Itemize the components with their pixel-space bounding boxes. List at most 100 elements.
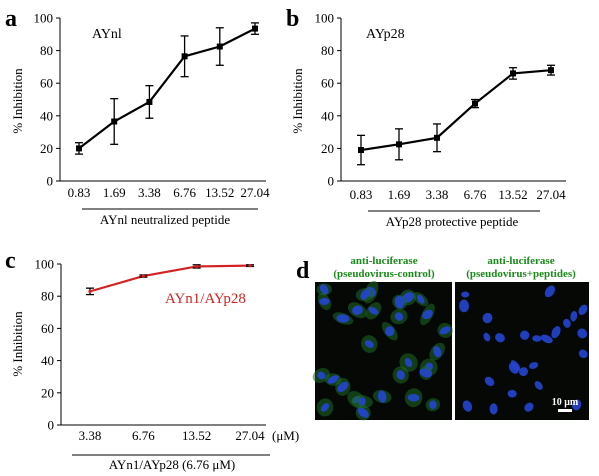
cell-nucleus [433,345,442,358]
cell-nucleus [407,393,420,402]
x-tick-label: 6.76 [173,185,196,200]
data-point [396,141,402,148]
data-point [252,25,258,32]
cell-nucleus [462,400,473,412]
cell-nucleus [520,330,530,340]
cell-nucleus [357,407,369,418]
panel-c-chart: c AYn1/AYp28 AYn1/AYp28 (6.76 μM) (μM) %… [5,248,299,472]
data-point [181,53,188,60]
y-tick-label: 40 [40,108,53,123]
x-tick-label: 3.38 [79,428,102,443]
data-point [88,289,92,293]
cell-nucleus [534,381,543,390]
cell-nucleus [404,358,413,368]
cell-nucleus [570,310,578,322]
panel-d-letter: d [296,258,310,284]
panel-b-chart: b AYp28 AYp28 protective peptide % Inhib… [286,6,566,229]
cell-nucleus [532,335,542,342]
cell-nucleus [459,299,469,313]
y-tick-label: 100 [315,11,335,26]
cell-nucleus [337,381,349,393]
x-tick-label: 27.04 [235,428,265,443]
panel-c-ylabel: % Inhibition [10,311,25,377]
panel-d-right-title-1: anti-luciferase [487,255,554,267]
x-tick-label: 13.52 [498,187,527,202]
y-tick-label: 80 [321,43,334,58]
cell-nucleus [364,340,374,349]
cells-control [312,280,453,421]
data-point [111,118,118,125]
y-tick-label: 20 [40,141,53,156]
cell-nucleus [577,328,588,339]
data-point [195,264,199,269]
panel-a-letter: a [5,6,17,32]
cell-nucleus [396,370,405,380]
panel-c-legend-label: AYn1/AYp28 [165,291,246,307]
y-tick-label: 60 [41,321,54,336]
cell-nucleus [563,318,571,328]
panel-b-letter: b [286,6,299,32]
cell-nucleus [572,399,582,411]
data-point [548,67,554,74]
panel-d-left-title-1: anti-luciferase [350,255,417,267]
cell-nucleus [416,294,425,304]
cell-nucleus [551,326,561,339]
y-tick-label: 80 [41,289,54,304]
cell-nucleus [484,376,495,387]
cell-nucleus [368,306,379,315]
panel-b-xlabel: AYp28 protective peptide [386,214,519,229]
cell-nucleus [394,312,404,321]
y-tick-label: 0 [47,174,54,189]
series-line [360,69,552,152]
y-tick-label: 100 [34,11,54,26]
y-tick-label: 60 [321,76,334,91]
cell-nucleus [578,304,588,315]
y-tick-label: 40 [321,108,334,123]
x-tick-label: 27.04 [536,187,566,202]
cell-nucleus [319,284,329,295]
cell-nucleus [320,403,330,412]
cell-nucleus [489,403,498,415]
cell-nucleus [439,326,451,335]
cell-nucleus [540,334,553,344]
cell-nucleus [327,375,339,384]
data-point [472,100,478,107]
y-tick-label: 0 [328,174,335,189]
x-tick-label: 3.38 [138,185,161,200]
scale-bar-label: 10 μm [552,397,579,408]
x-tick-label: 27.04 [240,185,270,200]
micrograph-peptides [455,282,589,420]
data-point [146,98,153,105]
x-tick-label: 6.76 [132,428,155,443]
cell-nucleus [507,389,517,398]
x-tick-label: 1.69 [103,185,126,200]
series-line [89,264,251,293]
cell-nucleus [377,390,387,403]
y-tick-label: 100 [35,257,55,272]
series-line [78,27,256,150]
y-tick-label: 20 [41,385,54,400]
panel-a-xlabel: AYnl neutralized peptide [100,212,230,227]
data-point [358,147,364,154]
panel-c-unit-label: (μM) [272,428,299,443]
panel-a-chart: a AYnl AYnl neutralized peptide % Inhibi… [5,6,270,227]
cell-nucleus [544,285,556,298]
x-tick-label: 0.83 [350,187,373,202]
data-point [510,70,516,77]
cell-nucleus [528,362,539,369]
x-tick-label: 0.83 [68,185,91,200]
cell-nucleus [385,326,395,337]
data-point [76,145,82,152]
cell-nucleus [419,368,432,378]
data-point [141,274,145,278]
scale-bar [558,409,572,412]
cell-nucleus [483,332,491,342]
cell-nucleus [482,312,493,324]
data-point [216,43,223,50]
y-tick-label: 20 [321,141,334,156]
x-tick-label: 1.69 [388,187,411,202]
x-tick-label: 13.52 [182,428,211,443]
cell-nucleus [352,305,363,316]
cell-nucleus [319,297,330,306]
